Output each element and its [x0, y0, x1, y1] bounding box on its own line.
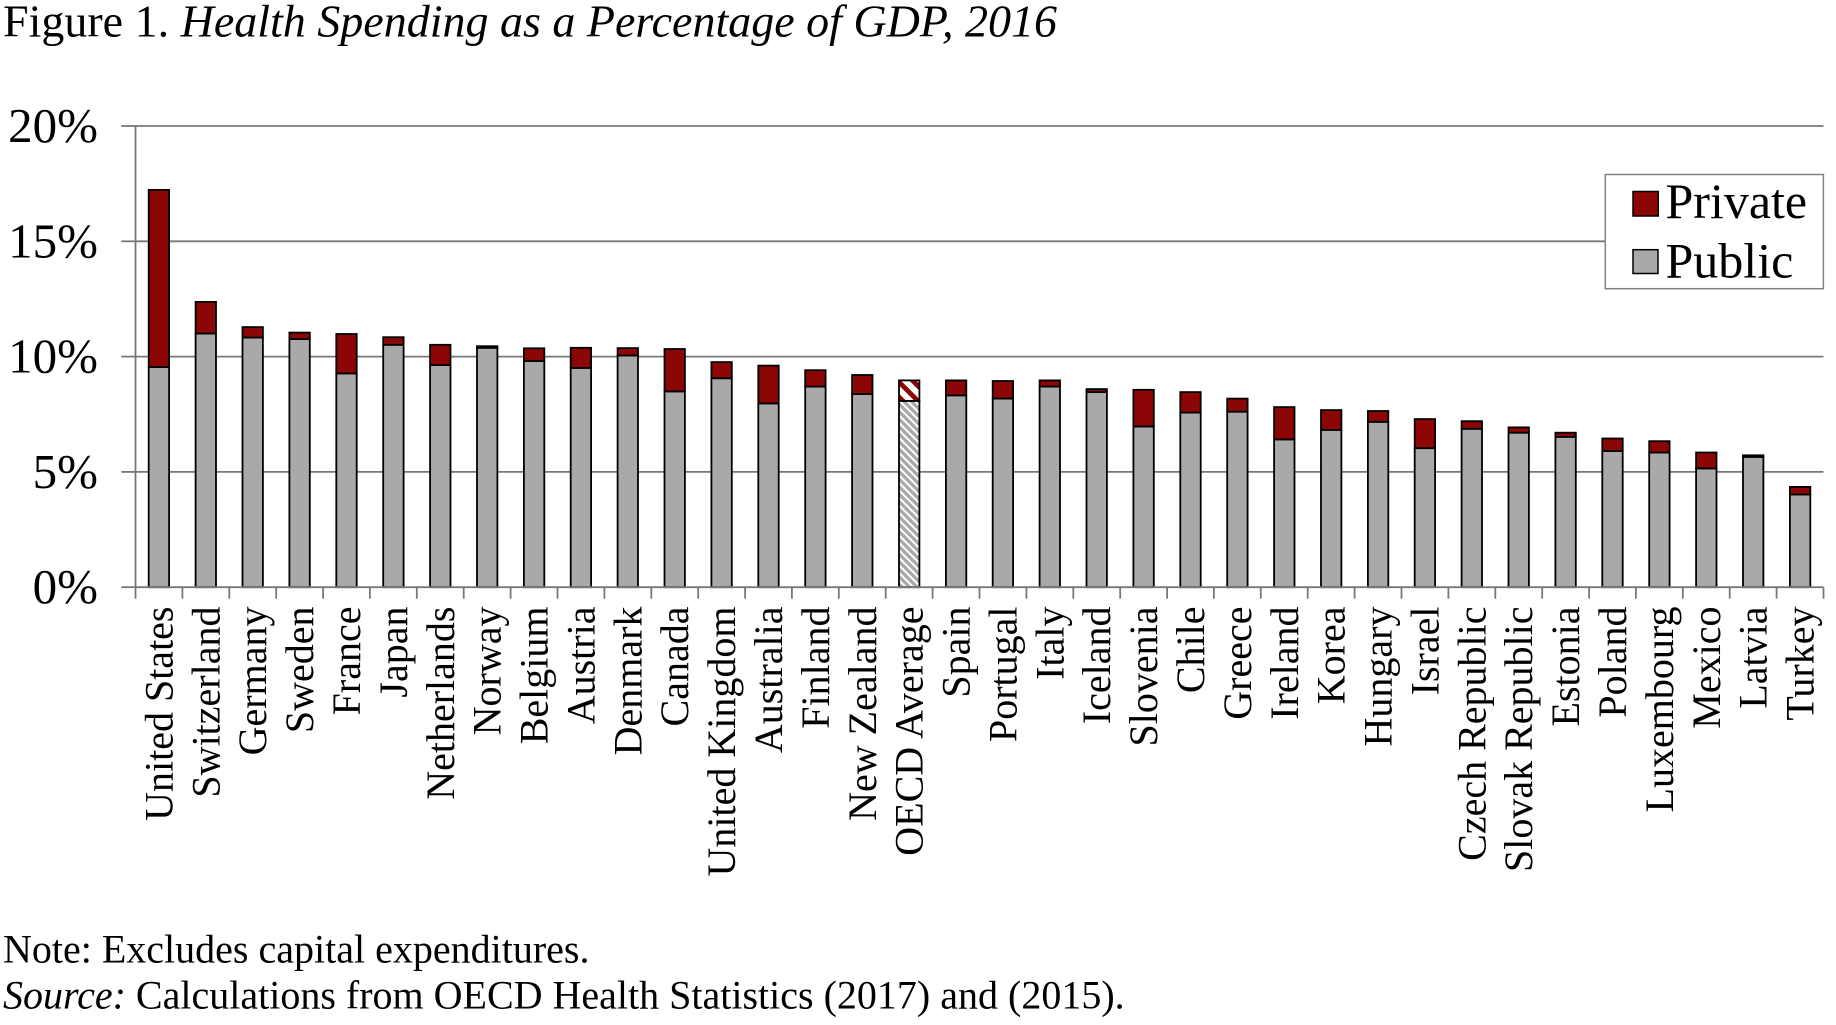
- svg-text:Austria: Austria: [558, 606, 603, 724]
- svg-text:Source: Calculations from OECD: Source: Calculations from OECD Health St…: [3, 972, 1125, 1017]
- svg-text:Ireland: Ireland: [1262, 607, 1307, 720]
- svg-text:Luxembourg: Luxembourg: [1637, 607, 1682, 813]
- svg-text:Chile: Chile: [1168, 607, 1213, 694]
- svg-text:Finland: Finland: [793, 607, 838, 729]
- svg-text:Portugal: Portugal: [980, 607, 1025, 743]
- svg-text:20%: 20%: [8, 98, 98, 153]
- svg-text:Korea: Korea: [1309, 606, 1354, 704]
- svg-text:0%: 0%: [33, 559, 98, 614]
- svg-text:Figure 1. Health Spending as a: Figure 1. Health Spending as a Percentag…: [3, 0, 1057, 47]
- svg-text:Sweden: Sweden: [277, 607, 322, 734]
- svg-text:Norway: Norway: [465, 607, 510, 736]
- svg-text:Private: Private: [1666, 173, 1808, 229]
- svg-text:Note: Excludes capital expendi: Note: Excludes capital expenditures.: [3, 927, 589, 972]
- svg-text:5%: 5%: [33, 444, 98, 499]
- svg-text:Mexico: Mexico: [1684, 607, 1729, 729]
- svg-text:Turkey: Turkey: [1778, 607, 1823, 721]
- svg-text:Japan: Japan: [371, 607, 416, 698]
- svg-text:Netherlands: Netherlands: [418, 607, 463, 800]
- svg-text:Denmark: Denmark: [605, 607, 650, 756]
- svg-text:Greece: Greece: [1215, 607, 1260, 720]
- svg-text:Australia: Australia: [746, 606, 791, 753]
- svg-text:Iceland: Iceland: [1074, 607, 1119, 725]
- svg-text:Poland: Poland: [1590, 607, 1635, 718]
- svg-text:Spain: Spain: [934, 607, 979, 698]
- svg-text:Canada: Canada: [652, 606, 697, 726]
- svg-text:New Zealand: New Zealand: [840, 607, 885, 821]
- svg-text:15%: 15%: [8, 213, 98, 268]
- svg-text:France: France: [324, 607, 369, 716]
- svg-text:Estonia: Estonia: [1543, 606, 1588, 726]
- svg-text:Czech Republic: Czech Republic: [1449, 607, 1494, 861]
- svg-text:OECD Average: OECD Average: [887, 606, 932, 855]
- svg-text:Public: Public: [1666, 233, 1794, 289]
- svg-text:Germany: Germany: [230, 607, 275, 756]
- svg-text:United States: United States: [136, 607, 181, 821]
- svg-text:Hungary: Hungary: [1356, 607, 1401, 747]
- svg-text:Slovenia: Slovenia: [1121, 606, 1166, 746]
- svg-text:10%: 10%: [8, 329, 98, 384]
- svg-text:Belgium: Belgium: [512, 607, 557, 745]
- svg-text:Switzerland: Switzerland: [183, 607, 228, 798]
- svg-text:Italy: Italy: [1027, 607, 1072, 680]
- svg-text:Latvia: Latvia: [1731, 606, 1776, 708]
- svg-text:Israel: Israel: [1402, 607, 1447, 696]
- svg-text:United Kingdom: United Kingdom: [699, 607, 744, 877]
- svg-text:Slovak Republic: Slovak Republic: [1496, 607, 1541, 873]
